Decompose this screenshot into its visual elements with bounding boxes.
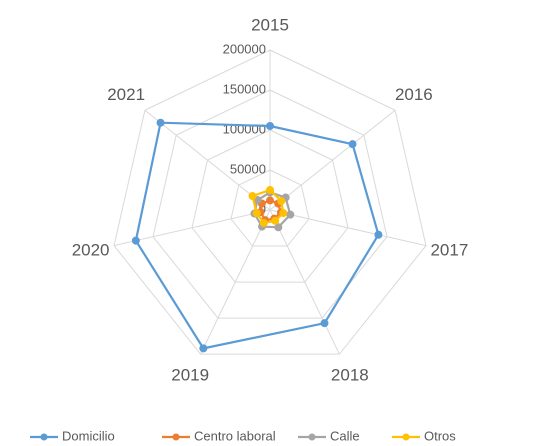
spoke [113,209,271,247]
grid-ring [230,169,310,247]
spoke [269,109,396,211]
marker [279,209,288,218]
spoke [200,209,271,355]
marker [348,140,357,149]
y-tick-label: 200000 [223,41,266,56]
legend-label: Centro laboral [194,428,276,443]
y-tick-label: 50000 [230,161,266,176]
legend-marker [40,433,48,441]
marker [274,223,283,232]
marker [266,196,274,205]
marker [259,218,268,227]
legend-label: Calle [330,428,360,443]
spoke [269,209,427,247]
marker [286,210,295,219]
y-tick-label: 150000 [223,81,266,96]
marker [271,216,280,225]
marker [252,209,261,218]
legend-marker [308,433,316,441]
spoke [269,209,340,355]
grid-ring [152,89,388,319]
grid-ring [113,49,427,355]
marker [277,197,286,206]
legend-label: Domicilio [62,428,115,443]
marker [199,344,208,353]
marker [156,118,165,127]
marker [374,230,383,239]
grid-ring [191,129,349,283]
marker [248,192,257,201]
marker [131,236,140,245]
legend-marker [172,433,180,441]
marker [320,319,329,328]
legend-marker [402,433,410,441]
spoke [144,109,271,211]
category-label: 2017 [430,240,468,259]
marker [266,186,274,194]
series-line [134,121,380,350]
category-label: 2018 [331,365,369,384]
marker [266,122,274,130]
category-label: 2019 [171,365,209,384]
category-label: 2020 [72,240,110,259]
category-label: 2021 [107,85,145,104]
category-label: 2016 [395,85,433,104]
legend-label: Otros [424,428,456,443]
category-label: 2015 [251,15,289,34]
